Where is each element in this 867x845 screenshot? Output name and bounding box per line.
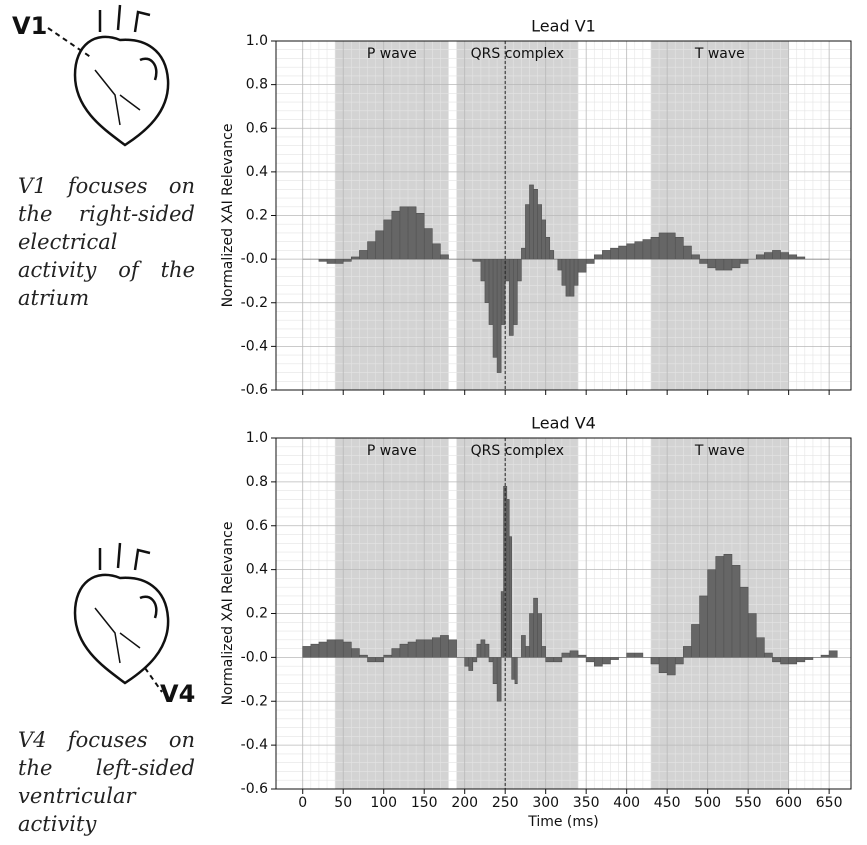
- caption: V1 focuses on the right-sided electrical…: [18, 174, 195, 310]
- x-tick-label: 250: [492, 795, 519, 811]
- x-tick-label: 550: [735, 795, 762, 811]
- y-tick-label: 0.4: [246, 164, 268, 180]
- x-tick-label: 500: [694, 795, 721, 811]
- x-tick-label: 100: [370, 795, 397, 811]
- plot-frame: [275, 40, 852, 391]
- x-tick-label: 50: [334, 795, 352, 811]
- caption: V4 focuses on the left-sided ventricular…: [18, 728, 195, 836]
- y-tick-label: -0.6: [241, 382, 268, 398]
- region-label: T wave: [694, 46, 745, 62]
- y-tick-label: 1.0: [246, 430, 268, 446]
- x-tick-label: 650: [816, 795, 843, 811]
- relevance-area: [302, 184, 830, 373]
- x-tick-label: 0: [298, 795, 307, 811]
- y-tick-label: -0.0: [241, 649, 268, 665]
- y-tick-label: -0.2: [241, 295, 268, 311]
- x-tick-label: 150: [411, 795, 438, 811]
- chart-title: Lead V1: [531, 17, 596, 36]
- x-tick-label: 450: [654, 795, 681, 811]
- region-label: QRS complex: [471, 443, 564, 459]
- plot-frame: [275, 437, 852, 790]
- x-axis-label: Time (ms): [527, 814, 599, 830]
- relevance-area: [302, 485, 838, 702]
- heart-icon: [73, 542, 170, 693]
- lead-label: V1: [12, 12, 48, 40]
- y-tick-label: 0.8: [246, 77, 268, 93]
- region-label: P wave: [367, 443, 417, 459]
- y-axis-label: Normalized XAI Relevance: [220, 124, 236, 308]
- y-tick-label: -0.2: [241, 693, 268, 709]
- y-tick-label: 1.0: [246, 33, 268, 49]
- region-label: P wave: [367, 46, 417, 62]
- y-axis-label: Normalized XAI Relevance: [220, 522, 236, 706]
- y-tick-label: -0.4: [241, 338, 268, 354]
- x-tick-label: 400: [613, 795, 640, 811]
- x-tick-label: 300: [532, 795, 559, 811]
- y-tick-label: -0.6: [241, 781, 268, 797]
- y-tick-label: 0.6: [246, 120, 268, 136]
- x-tick-label: 350: [573, 795, 600, 811]
- y-tick-label: 0.2: [246, 606, 268, 622]
- y-tick-label: 0.8: [246, 474, 268, 490]
- y-tick-label: 0.2: [246, 208, 268, 224]
- y-tick-label: 0.6: [246, 518, 268, 534]
- lead-label: V4: [160, 680, 196, 708]
- region-label: T wave: [694, 443, 745, 459]
- x-tick-label: 200: [451, 795, 478, 811]
- y-tick-label: -0.4: [241, 737, 268, 753]
- y-tick-label: -0.0: [241, 251, 268, 267]
- x-tick-label: 600: [775, 795, 802, 811]
- region-label: QRS complex: [471, 46, 564, 62]
- heart-icon: [47, 4, 170, 147]
- y-tick-label: 0.4: [246, 562, 268, 578]
- chart-title: Lead V4: [531, 414, 596, 433]
